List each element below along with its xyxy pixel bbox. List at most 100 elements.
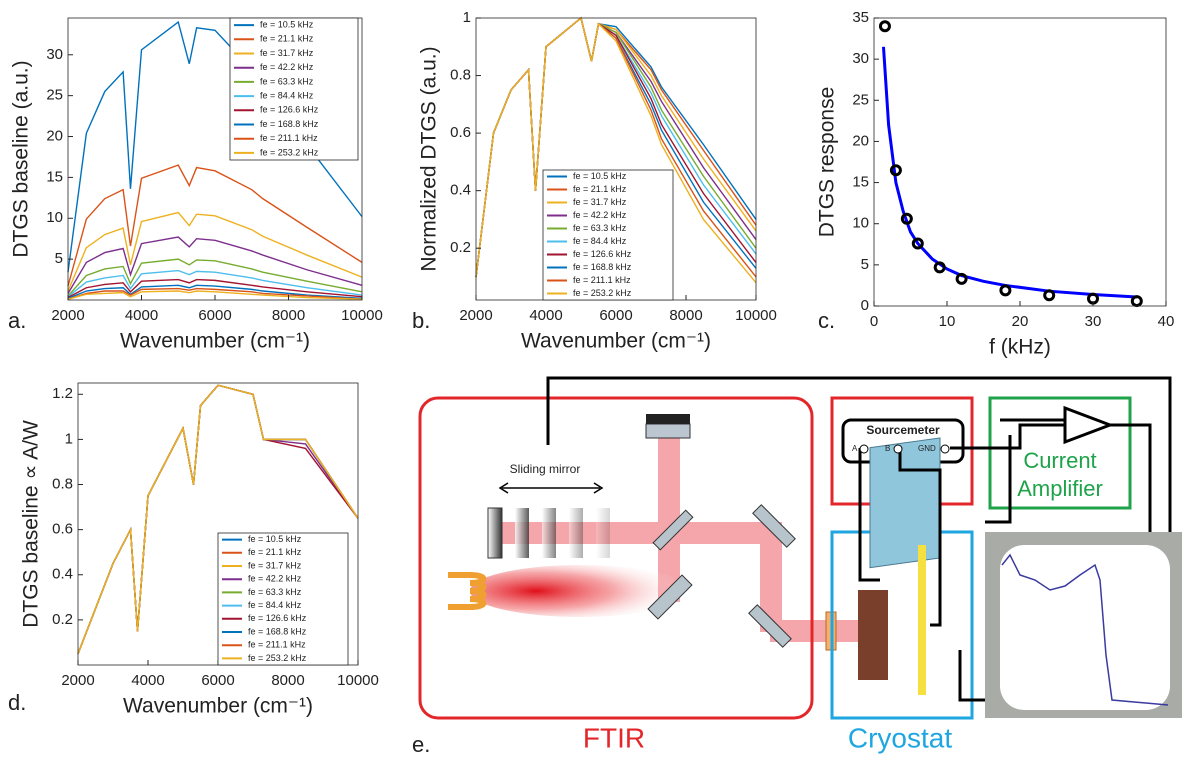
legend-label: fe = 253.2 kHz (260, 147, 319, 157)
x-tick-label: 8000 (669, 307, 702, 324)
beam (760, 522, 782, 632)
data-point (911, 237, 924, 250)
wire (985, 418, 1065, 524)
x-tick-label: 10 (939, 313, 956, 330)
legend-label: fe = 21.1 kHz (260, 34, 314, 44)
plot-frame (873, 17, 1167, 307)
y-tick-label: 0.8 (52, 475, 73, 492)
terminal-dot (893, 444, 903, 454)
sliding-mirror (487, 507, 503, 559)
beam (770, 620, 870, 642)
legend-label: fe = 168.8 kHz (248, 626, 307, 636)
legend-label: fe = 168.8 kHz (260, 119, 319, 129)
label: Current (1023, 448, 1096, 473)
x-axis-label: f (kHz) (989, 336, 1051, 359)
x-tick-label: 2000 (51, 307, 84, 324)
y-tick-label: 5 (55, 250, 63, 267)
y-axis-label: DTGS baseline (a.u.) (10, 60, 33, 257)
panel-label: c. (818, 308, 835, 333)
data-point (1130, 295, 1143, 308)
label: Sliding mirror (510, 462, 581, 476)
data-point (933, 261, 946, 274)
x-tick-label: 4000 (131, 672, 164, 689)
light-glow (470, 565, 690, 617)
data-line (67, 164, 363, 287)
x-tick-label: 8000 (272, 307, 305, 324)
data-point (999, 284, 1012, 297)
oscilloscope-screen (1000, 545, 1170, 710)
x-tick-label: 40 (1158, 313, 1175, 330)
legend-label: fe = 211.1 kHz (573, 275, 631, 285)
mirror (647, 574, 693, 620)
legend-label: fe = 211.1 kHz (260, 133, 318, 143)
y-tick-label: 5 (861, 256, 869, 273)
legend-label: fe = 31.7 kHz (248, 560, 302, 570)
sample-chip (858, 590, 888, 680)
y-tick-label: 0.4 (52, 566, 73, 583)
data-line (475, 16, 757, 284)
legend-label: fe = 126.6 kHz (248, 613, 307, 623)
legend-label: fe = 84.4 kHz (573, 236, 627, 246)
data-line (67, 278, 363, 299)
fixed-mirror (645, 423, 691, 439)
ftir-box (418, 396, 814, 720)
legend-label: fe = 253.2 kHz (573, 288, 632, 298)
sliding-mirror (542, 508, 556, 558)
legend-label: fe = 10.5 kHz (573, 171, 627, 181)
x-axis-label: Wavenumber (cm⁻¹) (120, 330, 310, 353)
sliding-mirror (596, 508, 610, 558)
data-line (67, 284, 363, 300)
mirror (748, 604, 792, 648)
y-tick-label: 0 (861, 297, 869, 314)
y-tick-label: 1.2 (52, 385, 73, 402)
data-point (955, 272, 968, 285)
y-tick-label: 1 (463, 9, 471, 26)
legend-label: fe = 253.2 kHz (248, 653, 307, 663)
legend-label: fe = 42.2 kHz (573, 210, 627, 220)
legend-label: fe = 126.6 kHz (573, 249, 632, 259)
legend-label: fe = 63.3 kHz (260, 76, 314, 86)
y-tick-label: 25 (852, 91, 869, 108)
data-line (67, 269, 363, 298)
x-tick-label: 30 (1085, 313, 1102, 330)
sample (869, 437, 941, 569)
legend-label: fe = 126.6 kHz (260, 105, 319, 115)
data-point (889, 164, 902, 177)
terminal: GND (918, 444, 936, 453)
sliding-mirror (515, 508, 529, 558)
y-tick-label: 15 (852, 174, 869, 191)
legend-label: fe = 63.3 kHz (573, 223, 627, 233)
legend-label: fe = 10.5 kHz (260, 19, 314, 29)
y-tick-label: 30 (852, 50, 869, 67)
y-tick-label: 1 (65, 430, 73, 447)
legend (542, 169, 674, 301)
x-tick-label: 2000 (459, 307, 492, 324)
x-tick-label: 6000 (201, 672, 234, 689)
beam (500, 522, 770, 544)
y-tick-label: 20 (852, 132, 869, 149)
legend-label: fe = 21.1 kHz (573, 184, 627, 194)
x-tick-label: 20 (1012, 313, 1029, 330)
y-tick-label: 10 (46, 209, 63, 226)
legend-label: fe = 21.1 kHz (248, 547, 302, 557)
amplifier (1063, 405, 1115, 445)
legend-label: fe = 31.7 kHz (573, 197, 627, 207)
mirror-mount (646, 414, 690, 424)
y-tick-label: 0.2 (52, 611, 73, 628)
x-tick-label: 10000 (337, 672, 379, 689)
y-tick-label: 25 (46, 87, 63, 104)
panel-label: a. (8, 308, 26, 333)
label: Sourcemeter (866, 423, 940, 437)
data-point (878, 20, 891, 33)
beam (658, 432, 680, 602)
y-tick-label: 20 (46, 127, 63, 144)
legend (229, 17, 359, 161)
arrow-head (498, 482, 604, 494)
beam-splitter (652, 509, 694, 551)
mirror (752, 504, 796, 548)
label: Cryostat (848, 722, 952, 753)
data-line (881, 46, 1137, 299)
y-tick-label: 10 (852, 215, 869, 232)
y-tick-label: 0.8 (450, 67, 471, 84)
